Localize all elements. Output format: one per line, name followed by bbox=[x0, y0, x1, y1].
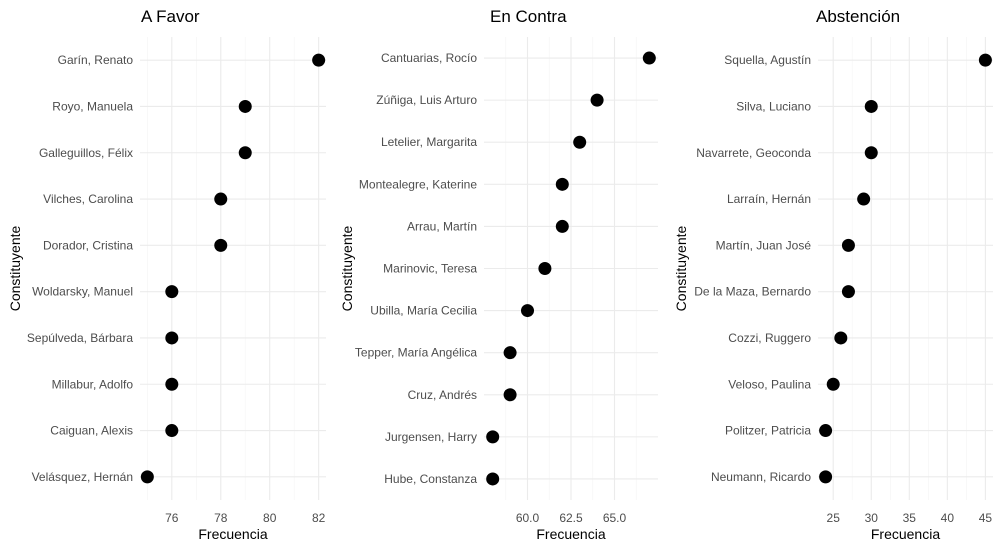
x-axis-label: Frecuencia bbox=[198, 526, 267, 542]
data-point bbox=[538, 262, 552, 275]
category-label: Martín, Juan José bbox=[716, 238, 812, 252]
x-tick-label: 76 bbox=[165, 511, 179, 525]
data-point bbox=[819, 424, 833, 438]
data-point bbox=[165, 331, 179, 345]
category-label: Cruz, Andrés bbox=[408, 388, 477, 402]
data-point bbox=[834, 331, 848, 345]
category-label: Navarrete, Geoconda bbox=[696, 146, 811, 160]
category-label: Royo, Manuela bbox=[52, 99, 133, 113]
data-point bbox=[214, 238, 228, 252]
category-label: Millabur, Adolfo bbox=[52, 377, 134, 391]
category-label: Jurgensen, Harry bbox=[385, 430, 477, 444]
data-point bbox=[590, 93, 604, 107]
panel-title: Abstención bbox=[816, 7, 900, 26]
category-label: Vilches, Carolina bbox=[43, 192, 133, 206]
category-label: Montealegre, Katerine bbox=[359, 177, 477, 191]
x-tick-label: 35 bbox=[903, 511, 917, 525]
category-label: Veloso, Paulina bbox=[728, 377, 811, 391]
x-axis-label: Frecuencia bbox=[536, 526, 605, 542]
category-label: Squella, Agustín bbox=[724, 53, 811, 67]
y-axis-label: Constituyente bbox=[339, 225, 355, 311]
category-label: Neumann, Ricardo bbox=[711, 470, 811, 484]
category-label: Galleguillos, Félix bbox=[39, 146, 133, 160]
data-point bbox=[312, 53, 326, 67]
x-tick-label: 62.5 bbox=[559, 511, 583, 525]
category-label: Letelier, Margarita bbox=[381, 135, 477, 149]
data-point bbox=[864, 99, 878, 113]
y-axis-label: Constituyente bbox=[673, 225, 689, 311]
panel-title: A Favor bbox=[141, 7, 200, 26]
category-label: Tepper, María Angélica bbox=[355, 346, 477, 360]
category-label: Caiguan, Alexis bbox=[50, 424, 133, 438]
x-tick-label: 45 bbox=[979, 511, 993, 525]
x-tick-label: 25 bbox=[827, 511, 841, 525]
category-label: Silva, Luciano bbox=[736, 99, 811, 113]
category-label: Cozzi, Ruggero bbox=[728, 331, 811, 345]
data-point bbox=[857, 192, 871, 206]
x-tick-label: 80 bbox=[263, 511, 277, 525]
category-label: Marinovic, Teresa bbox=[383, 262, 477, 276]
x-tick-label: 78 bbox=[214, 511, 228, 525]
data-point bbox=[642, 51, 656, 65]
data-point bbox=[841, 285, 855, 299]
data-point bbox=[214, 192, 228, 206]
x-tick-label: 60.0 bbox=[516, 511, 540, 525]
x-tick-label: 40 bbox=[941, 511, 955, 525]
category-label: Ubilla, María Cecilia bbox=[370, 304, 477, 318]
data-point bbox=[573, 135, 587, 149]
data-point bbox=[819, 470, 833, 484]
category-label: Garín, Renato bbox=[58, 53, 134, 67]
x-tick-label: 65.0 bbox=[603, 511, 627, 525]
category-label: Hube, Constanza bbox=[384, 472, 477, 486]
data-point bbox=[978, 53, 992, 67]
data-point bbox=[503, 346, 517, 360]
data-point bbox=[165, 424, 179, 438]
category-label: Arrau, Martín bbox=[407, 219, 477, 233]
category-label: Zúñiga, Luis Arturo bbox=[376, 93, 477, 107]
category-label: Dorador, Cristina bbox=[43, 238, 133, 252]
panel-title: En Contra bbox=[490, 7, 567, 26]
data-point bbox=[486, 472, 500, 486]
category-label: Velásquez, Hernán bbox=[32, 470, 133, 484]
x-tick-label: 30 bbox=[865, 511, 879, 525]
x-axis-label: Frecuencia bbox=[871, 526, 940, 542]
data-point bbox=[521, 304, 534, 318]
x-tick-label: 82 bbox=[312, 511, 326, 525]
data-point bbox=[864, 146, 878, 160]
category-label: Politzer, Patricia bbox=[725, 424, 811, 438]
category-label: Cantuarias, Rocío bbox=[381, 51, 477, 65]
data-point bbox=[140, 470, 154, 484]
data-point bbox=[503, 388, 517, 402]
data-point bbox=[238, 99, 252, 113]
panel-2: 60.0 62.5 65.0 Cantuarias, Rocío Zúñiga, Lui… bbox=[339, 7, 658, 542]
data-point bbox=[486, 430, 500, 444]
panel-1: 76 78 80 82 Garín, Renato Royo, Manuela Galleg… bbox=[7, 7, 326, 542]
data-point bbox=[555, 219, 569, 233]
panel-3: 25 30 35 40 45 Squella, Agustín Silva, Luciano… bbox=[673, 7, 993, 542]
data-point bbox=[165, 377, 179, 391]
category-label: Larraín, Hernán bbox=[727, 192, 811, 206]
data-point bbox=[841, 238, 855, 252]
category-label: De la Maza, Bernardo bbox=[694, 285, 811, 299]
y-axis-label: Constituyente bbox=[7, 225, 23, 311]
data-point bbox=[555, 177, 569, 191]
data-point bbox=[165, 285, 179, 299]
data-point bbox=[826, 377, 840, 391]
data-point bbox=[238, 146, 252, 160]
category-label: Woldarsky, Manuel bbox=[32, 285, 133, 299]
category-label: Sepúlveda, Bárbara bbox=[27, 331, 133, 345]
